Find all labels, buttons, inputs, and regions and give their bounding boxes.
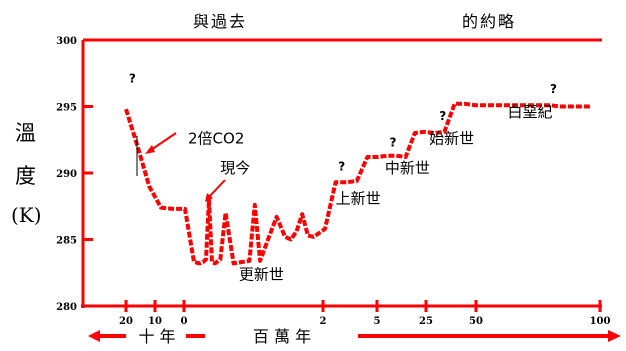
question-mark-label: ?	[129, 72, 136, 86]
x-tick-label: 100	[590, 316, 611, 327]
x-tick-label: 0	[181, 316, 188, 327]
title-right: 的約略	[462, 12, 517, 31]
annotation-label: 始新世	[429, 130, 474, 148]
x-tick-label: 20	[119, 316, 133, 327]
x-caption-decades: 十 年	[138, 327, 175, 346]
question-mark-label: ?	[550, 82, 557, 96]
temperature-series-line	[124, 101, 590, 266]
left-arrow-head	[88, 330, 100, 342]
annotation-label: 白堊紀	[508, 103, 553, 121]
y-tick-label: 300	[56, 36, 77, 47]
annotation-label: 中新世	[385, 159, 430, 177]
x-tick-label: 10	[148, 316, 162, 327]
present-arrow-head	[205, 193, 213, 202]
right-arrow-head	[608, 330, 621, 342]
title-left: 與過去	[193, 12, 248, 31]
y-tick-label: 290	[56, 169, 77, 180]
y-tick-label: 280	[56, 302, 77, 313]
y-axis-label-line3: (K)	[11, 203, 42, 227]
annotation-label: 2倍CO2	[188, 130, 244, 148]
x-tick-label: 50	[469, 316, 483, 327]
co2-arrow-head	[145, 145, 155, 154]
x-caption-million-years: 百 萬 年	[253, 327, 311, 346]
y-axis-label-line2: 度	[15, 164, 36, 188]
y-tick-label: 295	[56, 103, 77, 114]
x-tick-label: 5	[374, 316, 381, 327]
present-arrow-line	[207, 179, 226, 199]
y-axis-label-line1: 溫	[15, 121, 36, 145]
annotation-label: 現今	[220, 159, 250, 177]
question-mark-label: ?	[390, 135, 397, 149]
x-tick-label: 25	[419, 316, 433, 327]
annotation-label: 更新世	[239, 265, 284, 283]
question-mark-label: ?	[338, 159, 345, 173]
x-tick-label: 2	[320, 316, 327, 327]
annotation-label: 上新世	[336, 190, 381, 208]
y-tick-label: 285	[56, 236, 77, 247]
question-mark-label: ?	[439, 109, 446, 123]
